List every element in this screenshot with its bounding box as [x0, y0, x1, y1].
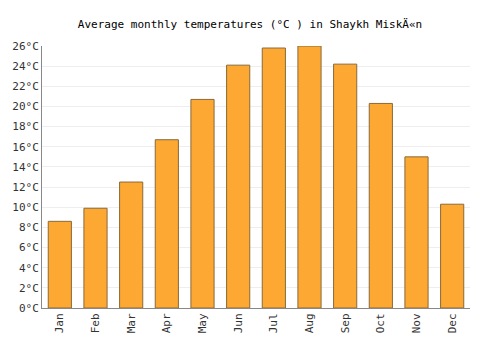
svg-text:Mar: Mar	[125, 313, 138, 333]
svg-text:14°C: 14°C	[12, 161, 39, 174]
svg-text:Sep: Sep	[339, 313, 352, 333]
svg-text:16°C: 16°C	[12, 141, 39, 154]
svg-text:18°C: 18°C	[12, 120, 39, 133]
svg-text:24°C: 24°C	[12, 60, 39, 73]
svg-text:Average monthly temperatures (: Average monthly temperatures (°C ) in Sh…	[78, 18, 422, 31]
svg-text:Oct: Oct	[374, 313, 387, 333]
svg-text:12°C: 12°C	[12, 181, 39, 194]
svg-text:Aug: Aug	[303, 313, 316, 333]
svg-text:8°C: 8°C	[19, 221, 39, 234]
svg-text:0°C: 0°C	[19, 302, 39, 315]
svg-text:10°C: 10°C	[12, 201, 39, 214]
svg-text:May: May	[196, 313, 209, 333]
svg-text:26°C: 26°C	[12, 40, 39, 53]
svg-text:20°C: 20°C	[12, 100, 39, 113]
svg-text:Nov: Nov	[410, 313, 423, 333]
svg-text:2°C: 2°C	[19, 282, 39, 295]
svg-text:Feb: Feb	[89, 313, 102, 333]
svg-text:4°C: 4°C	[19, 262, 39, 275]
svg-text:Apr: Apr	[160, 313, 173, 333]
svg-text:Jun: Jun	[232, 313, 245, 333]
svg-text:Jan: Jan	[53, 313, 66, 333]
svg-text:Jul: Jul	[267, 313, 280, 333]
svg-text:22°C: 22°C	[12, 80, 39, 93]
svg-text:Dec: Dec	[446, 313, 459, 333]
svg-text:6°C: 6°C	[19, 241, 39, 254]
